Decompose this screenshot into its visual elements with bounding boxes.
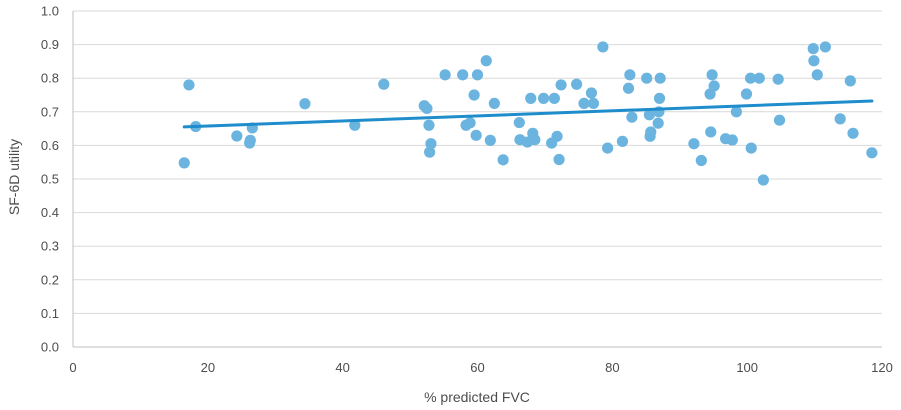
- data-point: [488, 97, 500, 109]
- data-point: [745, 142, 757, 154]
- data-point: [808, 55, 820, 67]
- data-point: [653, 92, 666, 104]
- y-tick-label: 0.5: [41, 172, 59, 187]
- x-axis-ticks: 0 20 40 60 80 100 120: [69, 360, 892, 375]
- data-point: [551, 130, 563, 142]
- data-point: [834, 113, 846, 125]
- data-point: [641, 72, 653, 84]
- y-tick-label: 0.8: [41, 71, 59, 86]
- y-tick-label: 0.3: [41, 239, 59, 254]
- data-point: [464, 117, 476, 129]
- data-point: [705, 126, 717, 138]
- data-point: [645, 126, 657, 138]
- data-point: [616, 135, 629, 147]
- data-point: [772, 73, 784, 85]
- y-tick-label: 0.1: [41, 306, 59, 321]
- data-point: [597, 41, 609, 53]
- data-point: [497, 154, 509, 166]
- data-point: [244, 134, 256, 146]
- data-point: [555, 79, 567, 91]
- data-point: [602, 142, 614, 154]
- data-point: [231, 130, 243, 142]
- x-tick-label: 20: [201, 360, 215, 375]
- y-tick-label: 0.0: [41, 340, 59, 355]
- x-axis-title: % predicted FVC: [424, 389, 530, 405]
- x-tick-label: 120: [871, 360, 893, 375]
- x-tick-label: 80: [605, 360, 619, 375]
- data-point: [587, 97, 600, 109]
- data-point: [457, 69, 469, 81]
- y-tick-label: 0.6: [41, 138, 59, 153]
- data-point: [513, 116, 525, 129]
- data-point: [471, 69, 484, 81]
- data-point: [744, 72, 757, 84]
- data-point: [652, 117, 664, 129]
- data-point: [740, 88, 753, 100]
- data-point: [847, 127, 859, 139]
- data-point: [480, 55, 492, 67]
- data-point: [695, 154, 707, 167]
- data-point: [688, 138, 700, 150]
- data-point: [470, 129, 482, 141]
- data-point: [571, 78, 583, 90]
- data-point: [425, 138, 437, 150]
- data-point: [708, 80, 720, 92]
- x-tick-label: 40: [335, 360, 349, 375]
- data-point: [643, 109, 656, 121]
- data-point: [421, 102, 433, 115]
- x-tick-label: 0: [69, 360, 76, 375]
- data-point: [726, 134, 738, 146]
- data-point: [807, 43, 819, 55]
- data-point: [529, 134, 541, 146]
- data-point: [423, 119, 435, 131]
- data-point: [773, 114, 786, 126]
- y-axis-title: SF-6D utility: [6, 139, 22, 215]
- y-tick-label: 0.4: [41, 205, 59, 220]
- data-point: [178, 157, 190, 169]
- data-point: [819, 41, 831, 53]
- y-axis-ticks: 0.0 0.1 0.2 0.3 0.4 0.5 0.6 0.7 0.8 0.9 1.0: [41, 4, 59, 355]
- data-point: [537, 92, 550, 104]
- data-point: [706, 69, 718, 81]
- data-point: [468, 89, 480, 101]
- trendline-group: [182, 99, 874, 129]
- data-point: [757, 174, 769, 186]
- data-point: [578, 97, 590, 109]
- data-point: [585, 87, 598, 99]
- data-point: [622, 82, 635, 94]
- data-point: [654, 72, 666, 84]
- data-point: [811, 69, 823, 81]
- x-tick-label: 60: [470, 360, 484, 375]
- data-point: [424, 146, 436, 158]
- data-point: [349, 119, 361, 131]
- y-tick-label: 0.9: [41, 37, 59, 52]
- x-tick-label: 100: [736, 360, 758, 375]
- data-point: [624, 69, 636, 81]
- data-point: [183, 79, 195, 91]
- data-point: [753, 72, 765, 84]
- data-point: [626, 111, 638, 123]
- data-point: [299, 98, 311, 110]
- data-point: [866, 147, 878, 159]
- data-point: [484, 134, 496, 146]
- data-point: [553, 153, 565, 166]
- data-point: [730, 106, 742, 118]
- data-point: [548, 92, 560, 104]
- data-point: [378, 78, 390, 90]
- data-point: [439, 69, 451, 81]
- y-tick-label: 0.2: [41, 272, 59, 287]
- y-tick-label: 0.7: [41, 104, 59, 119]
- y-tick-label: 1.0: [41, 4, 59, 19]
- trendline: [182, 99, 874, 129]
- data-point: [844, 75, 856, 87]
- data-point: [525, 92, 537, 104]
